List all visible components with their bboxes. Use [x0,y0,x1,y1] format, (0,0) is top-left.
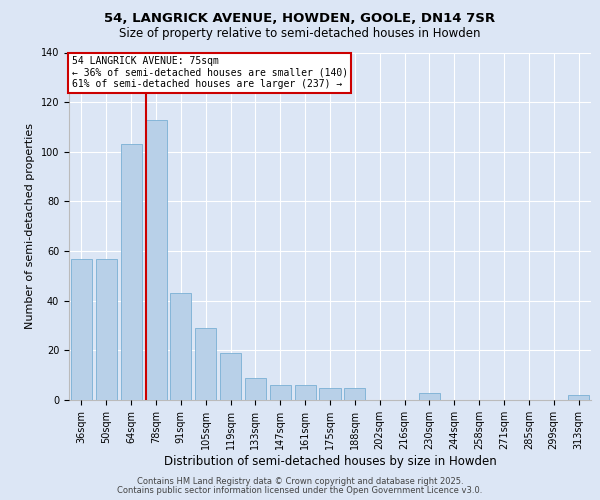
Bar [170,294,191,400]
Text: 54, LANGRICK AVENUE, HOWDEN, GOOLE, DN14 7SR: 54, LANGRICK AVENUE, HOWDEN, GOOLE, DN14… [104,12,496,26]
Bar [295,385,316,400]
Bar [245,378,266,400]
Bar [220,353,241,400]
Bar [270,385,291,400]
Bar [344,388,365,400]
Bar [419,392,440,400]
Bar [319,388,341,400]
Bar [71,258,92,400]
Text: 54 LANGRICK AVENUE: 75sqm
← 36% of semi-detached houses are smaller (140)
61% of: 54 LANGRICK AVENUE: 75sqm ← 36% of semi-… [71,56,348,89]
Bar [145,120,167,400]
Text: Size of property relative to semi-detached houses in Howden: Size of property relative to semi-detach… [119,28,481,40]
Bar [568,395,589,400]
Y-axis label: Number of semi-detached properties: Number of semi-detached properties [25,123,35,329]
Bar [96,258,117,400]
Text: Contains HM Land Registry data © Crown copyright and database right 2025.: Contains HM Land Registry data © Crown c… [137,477,463,486]
Text: Contains public sector information licensed under the Open Government Licence v3: Contains public sector information licen… [118,486,482,495]
X-axis label: Distribution of semi-detached houses by size in Howden: Distribution of semi-detached houses by … [164,454,496,468]
Bar [195,328,216,400]
Bar [121,144,142,400]
